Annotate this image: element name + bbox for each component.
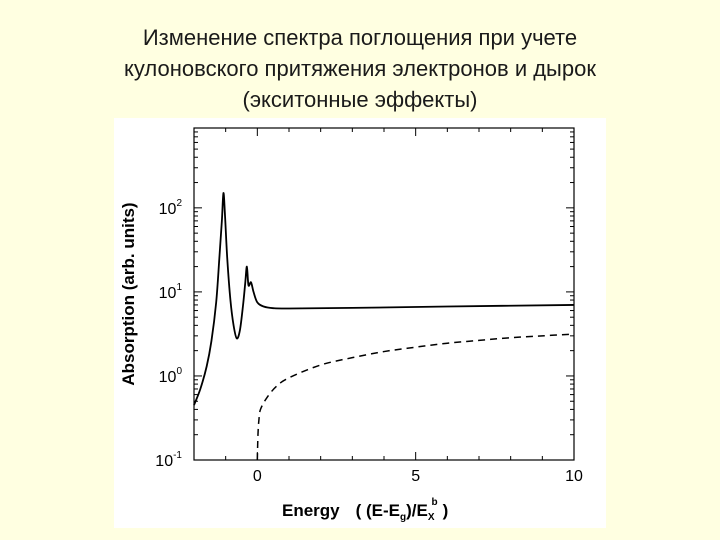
series-dashed-point (510, 337, 511, 338)
series-solid-point (239, 330, 240, 331)
series-dashed-point (320, 364, 321, 365)
x-axis-formula-sup-b: b (432, 497, 438, 508)
series-solid-point (230, 299, 231, 300)
series-solid-point (248, 285, 249, 286)
y-tick-label: 101 (159, 282, 183, 302)
series-solid-point (263, 306, 264, 307)
series-dashed-point (260, 409, 261, 410)
x-axis-formula-mid: )/E (406, 501, 428, 520)
series-dashed-point (447, 343, 448, 344)
x-tick-label: 0 (253, 468, 262, 485)
x-axis-label-name: Energy (282, 501, 340, 520)
series-dashed-point (478, 340, 479, 341)
title-line-3: (экситонные эффекты) (242, 87, 478, 112)
x-axis-formula-close: ) (443, 501, 449, 520)
series-dashed-point (383, 351, 384, 352)
series-solid-point (447, 306, 448, 307)
x-axis-formula-sub-g: g (400, 512, 406, 523)
series-solid-point (233, 325, 234, 326)
series-solid-point (216, 302, 217, 303)
series-dashed-point (288, 377, 289, 378)
x-axis-formula-sub-x: X (428, 512, 435, 523)
series-dashed-line (256, 333, 575, 461)
series-solid-point (245, 282, 246, 283)
plot-frame (193, 127, 575, 461)
series-dashed-point (257, 459, 258, 460)
series-dashed-point (258, 419, 259, 420)
series-solid-point (219, 258, 220, 259)
series-solid-point (206, 366, 207, 367)
title-line-1: Изменение спектра поглощения при учете (142, 25, 578, 50)
axis-ticks (193, 128, 575, 461)
series-solid-line (193, 192, 575, 406)
series-solid-point (221, 220, 222, 221)
absorption-chart: 0 5 10 10-1 100 101 102 Absorption (arb. units… (119, 127, 583, 523)
series-solid-point (200, 388, 201, 389)
series-dashed-point (415, 347, 416, 348)
x-tick-label: 5 (411, 468, 420, 485)
tick-labels: 0 5 10 10-1 100 101 102 (155, 198, 583, 485)
series-layer (193, 192, 575, 461)
series-solid-point (250, 282, 251, 283)
series-solid-point (193, 405, 194, 406)
series-solid-point (211, 340, 212, 341)
series-solid-point (352, 307, 353, 308)
series-solid-point (224, 215, 225, 216)
series-dashed-point (266, 397, 267, 398)
series-solid-point (242, 304, 243, 305)
x-axis-label: Energy ( (E-Eg)/EXb) (282, 497, 448, 523)
series-solid-point (246, 266, 247, 267)
series-dashed-point (573, 333, 574, 334)
series-dashed-point (257, 434, 258, 435)
x-tick-label: 10 (565, 468, 583, 485)
series-solid-point (573, 304, 574, 305)
x-axis-formula-open: ( (E-E (356, 501, 400, 520)
series-dashed-point (276, 386, 277, 387)
series-solid-point (253, 291, 254, 292)
series-solid-point (223, 192, 224, 193)
title-line-2: кулоновского притяжения электронов и дыр… (124, 56, 596, 81)
y-tick-label: 102 (159, 198, 183, 218)
series-solid-point (273, 308, 274, 309)
y-tick-label: 10-1 (155, 450, 182, 470)
y-tick-label: 100 (159, 366, 183, 386)
series-solid-point (288, 308, 289, 309)
y-axis-label: Absorption (arb. units) (119, 202, 138, 385)
series-solid-point (227, 258, 228, 259)
series-solid-point (236, 338, 237, 339)
series-dashed-point (542, 335, 543, 336)
series-dashed-point (352, 357, 353, 358)
chart-figure: 0 5 10 10-1 100 101 102 Absorption (arb. units… (114, 118, 606, 528)
slide-title: Изменение спектра поглощения при учете к… (60, 22, 660, 115)
series-solid-point (257, 302, 258, 303)
